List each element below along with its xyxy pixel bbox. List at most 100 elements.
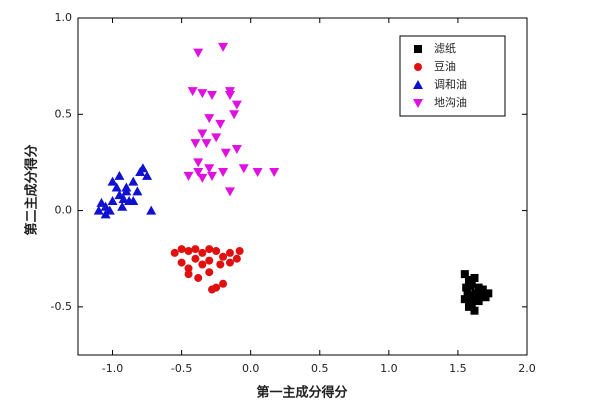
point <box>205 256 214 265</box>
legend-label: 豆油 <box>434 59 456 73</box>
point <box>469 295 478 304</box>
point <box>218 168 229 178</box>
legend-marker <box>414 63 422 71</box>
x-tick-label: 0.0 <box>242 362 260 375</box>
point <box>187 87 198 97</box>
point <box>170 248 179 257</box>
point <box>220 148 231 158</box>
point <box>204 164 215 174</box>
point <box>484 289 493 298</box>
point <box>211 133 222 143</box>
point <box>114 170 125 180</box>
point <box>212 247 221 256</box>
point <box>194 273 203 282</box>
point <box>198 260 207 269</box>
x-tick-label: 0.5 <box>311 362 329 375</box>
point <box>137 163 148 173</box>
x-tick-label: -1.0 <box>102 362 123 375</box>
point <box>466 281 475 290</box>
y-tick-label: -0.5 <box>51 300 72 313</box>
point <box>471 289 480 298</box>
point <box>207 91 218 101</box>
point <box>132 186 143 196</box>
point <box>252 168 263 178</box>
point <box>219 279 228 288</box>
point <box>184 270 193 279</box>
point <box>225 258 234 267</box>
point <box>121 182 132 192</box>
point <box>478 285 487 294</box>
point <box>93 205 104 215</box>
point <box>470 273 479 282</box>
point <box>184 247 193 256</box>
point <box>470 306 479 315</box>
point <box>100 209 111 219</box>
plot-frame <box>77 17 528 356</box>
point <box>232 254 241 263</box>
point <box>205 245 214 254</box>
point <box>216 260 225 269</box>
x-tick-label: -0.5 <box>171 362 192 375</box>
point <box>107 195 118 205</box>
point <box>231 144 242 154</box>
point <box>224 87 235 97</box>
point <box>208 285 217 294</box>
point <box>177 258 186 267</box>
y-tick-label: 0.5 <box>55 107 73 120</box>
point <box>197 173 208 183</box>
point <box>190 139 201 149</box>
point <box>219 252 228 261</box>
legend-label: 滤纸 <box>434 42 456 55</box>
point <box>191 254 200 263</box>
point <box>460 295 469 304</box>
point <box>229 110 240 120</box>
legend-label: 调和油 <box>434 77 467 91</box>
point <box>117 201 128 211</box>
point <box>235 247 244 256</box>
point <box>111 182 122 192</box>
point <box>104 205 115 215</box>
point <box>205 268 214 277</box>
point <box>191 245 200 254</box>
point <box>204 114 215 124</box>
point <box>193 158 204 168</box>
point <box>146 205 157 215</box>
point <box>218 42 229 52</box>
point <box>231 100 242 110</box>
point <box>464 302 473 311</box>
point <box>238 164 249 174</box>
legend-label: 地沟油 <box>434 95 467 109</box>
point <box>184 264 193 273</box>
y-tick-label: 1.0 <box>55 11 73 24</box>
point <box>462 283 471 292</box>
point <box>128 176 139 186</box>
point <box>96 197 107 207</box>
point <box>207 171 218 181</box>
point <box>193 168 204 178</box>
legend-marker <box>413 99 423 108</box>
legend-marker <box>413 80 423 89</box>
point <box>107 176 118 186</box>
point <box>460 270 469 279</box>
point <box>474 297 483 306</box>
x-tick-label: 1.0 <box>380 362 398 375</box>
point <box>142 170 153 180</box>
y-tick-label: 0.0 <box>55 204 73 217</box>
point <box>215 119 226 129</box>
point <box>183 171 194 181</box>
point <box>224 187 235 197</box>
point <box>128 195 139 205</box>
point <box>118 194 129 204</box>
y-axis-label: 第二主成分得分 <box>24 144 40 235</box>
point <box>201 139 212 149</box>
x-tick-label: 1.5 <box>449 362 467 375</box>
point <box>198 248 207 257</box>
point <box>177 245 186 254</box>
point <box>225 248 234 257</box>
point <box>193 48 204 58</box>
x-axis-label: 第一主成分得分 <box>256 385 347 401</box>
point <box>197 89 208 99</box>
legend-marker <box>414 45 422 53</box>
point <box>476 291 485 300</box>
